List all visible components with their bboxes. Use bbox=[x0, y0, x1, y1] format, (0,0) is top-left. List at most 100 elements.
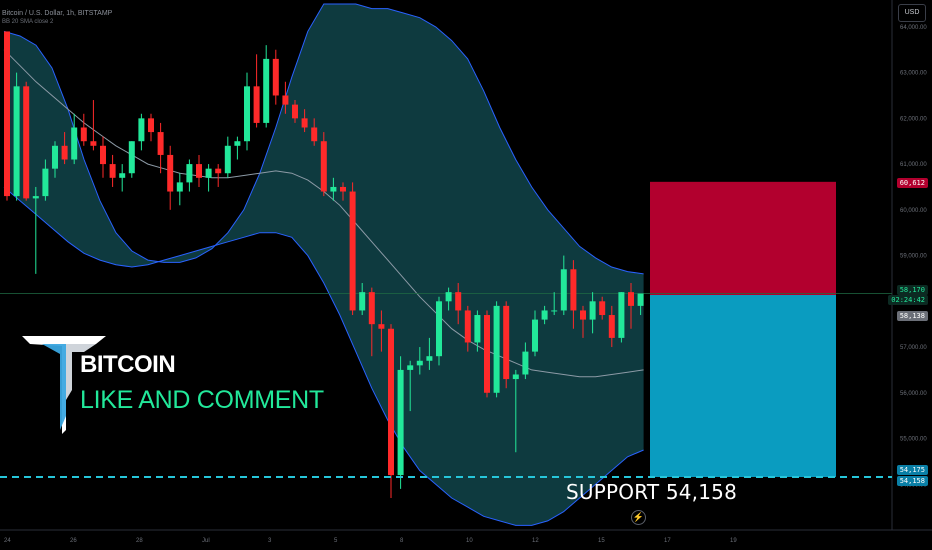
candle-body bbox=[292, 104, 298, 119]
candle-body bbox=[378, 324, 385, 329]
entry-price-tag: 58,138 bbox=[896, 311, 928, 321]
time-tick-label: 19 bbox=[730, 538, 737, 544]
lightning-icon[interactable]: ⚡ bbox=[631, 510, 646, 525]
candle-body bbox=[148, 118, 154, 133]
candle-body bbox=[109, 164, 116, 178]
candle-body bbox=[637, 293, 644, 306]
time-tick-label: 10 bbox=[466, 538, 473, 544]
candle-body bbox=[301, 118, 308, 128]
candle-body bbox=[330, 186, 337, 192]
symbol-info: Bitcoin / U.S. Dollar, 1h, BITSTAMP bbox=[2, 10, 113, 17]
price-tick-label: 62,000.00 bbox=[900, 116, 927, 122]
candle-body bbox=[426, 356, 433, 361]
candle-body bbox=[311, 127, 318, 142]
price-tick-label: 60,000.00 bbox=[900, 208, 927, 214]
candle-body bbox=[445, 292, 452, 302]
candle-body bbox=[551, 310, 558, 312]
candle-body bbox=[532, 319, 538, 352]
candle-body bbox=[560, 269, 567, 311]
candle-body bbox=[416, 360, 423, 366]
candle-body bbox=[484, 315, 490, 393]
price-axis bbox=[892, 0, 932, 550]
candle-body bbox=[282, 95, 289, 105]
time-tick-label: 3 bbox=[268, 538, 272, 544]
candle-body bbox=[253, 86, 260, 123]
price-tick-label: 64,000.00 bbox=[900, 25, 927, 31]
candle-body bbox=[320, 141, 327, 192]
candle-body bbox=[474, 315, 481, 343]
candle-body bbox=[244, 86, 250, 142]
time-tick-label: 8 bbox=[400, 538, 404, 544]
price-tick-label: 56,000.00 bbox=[900, 391, 927, 397]
candle-body bbox=[138, 118, 145, 142]
candle-body bbox=[628, 292, 634, 306]
countdown-tag: 02:24:42 bbox=[888, 295, 928, 305]
candle-body bbox=[368, 292, 375, 325]
time-tick-label: 5 bbox=[334, 538, 338, 544]
candle-body bbox=[589, 301, 596, 320]
candle-body bbox=[61, 145, 68, 160]
candle-body bbox=[176, 182, 183, 192]
candle-body bbox=[407, 365, 414, 370]
candle-body bbox=[128, 141, 135, 174]
candle-body bbox=[272, 58, 279, 96]
current-price-tag: 58,170 bbox=[896, 285, 928, 295]
candle-body bbox=[32, 196, 39, 199]
candle-body bbox=[119, 173, 126, 178]
time-tick-label: 15 bbox=[598, 538, 605, 544]
candle-body bbox=[493, 305, 500, 393]
candle-body bbox=[608, 315, 615, 338]
time-tick-label: 28 bbox=[136, 538, 143, 544]
candle-body bbox=[4, 31, 10, 197]
candle-body bbox=[397, 369, 404, 476]
candle-body bbox=[90, 141, 97, 146]
candle-body bbox=[541, 310, 548, 320]
candle-body bbox=[349, 191, 356, 311]
candle-body bbox=[340, 186, 346, 192]
time-tick-label: 12 bbox=[532, 538, 539, 544]
price-tick-label: 59,000.00 bbox=[900, 254, 927, 260]
support-price-tag-a: 54,175 bbox=[896, 465, 928, 475]
support-price-tag-b: 54,158 bbox=[896, 476, 928, 486]
candle-body bbox=[80, 127, 87, 142]
candle-body bbox=[464, 310, 471, 343]
overlay-title: BITCOIN bbox=[80, 351, 176, 378]
candle-body bbox=[388, 328, 394, 476]
lower-band-line bbox=[3, 186, 644, 526]
candle-body bbox=[215, 168, 222, 174]
candle-body bbox=[224, 145, 231, 174]
candle-body bbox=[42, 168, 49, 197]
candle-body bbox=[436, 301, 442, 357]
candle-body bbox=[100, 145, 106, 165]
overlay-subtitle: LIKE AND COMMENT bbox=[80, 386, 324, 414]
candle-body bbox=[157, 132, 164, 155]
brand-logo bbox=[22, 336, 106, 434]
price-tick-label: 63,000.00 bbox=[900, 71, 927, 77]
price-tick-label: 57,000.00 bbox=[900, 345, 927, 351]
candle-body bbox=[455, 292, 462, 311]
candle-body bbox=[263, 58, 270, 123]
candle-body bbox=[522, 351, 529, 375]
candle-body bbox=[196, 164, 202, 178]
candle-body bbox=[512, 374, 519, 380]
currency-button[interactable]: USD bbox=[898, 4, 926, 22]
stop-box bbox=[650, 294, 836, 478]
price-tick-label: 61,000.00 bbox=[900, 162, 927, 168]
candle-body bbox=[52, 145, 58, 169]
candle-body bbox=[167, 154, 174, 192]
time-tick-label: 24 bbox=[4, 538, 11, 544]
time-tick-label: 26 bbox=[70, 538, 77, 544]
take-profit-price-tag: 60,612 bbox=[896, 178, 928, 188]
candle-body bbox=[359, 292, 366, 311]
candle-body bbox=[580, 310, 586, 320]
candle-body bbox=[503, 305, 510, 380]
upper-band-line bbox=[3, 3, 644, 275]
candle-body bbox=[570, 269, 577, 311]
candle-body bbox=[23, 86, 30, 199]
candle-body bbox=[234, 141, 241, 146]
candle-body bbox=[205, 168, 212, 178]
indicator-info: BB 20 SMA close 2 bbox=[2, 19, 54, 25]
bollinger-band-fill bbox=[4, 4, 644, 526]
